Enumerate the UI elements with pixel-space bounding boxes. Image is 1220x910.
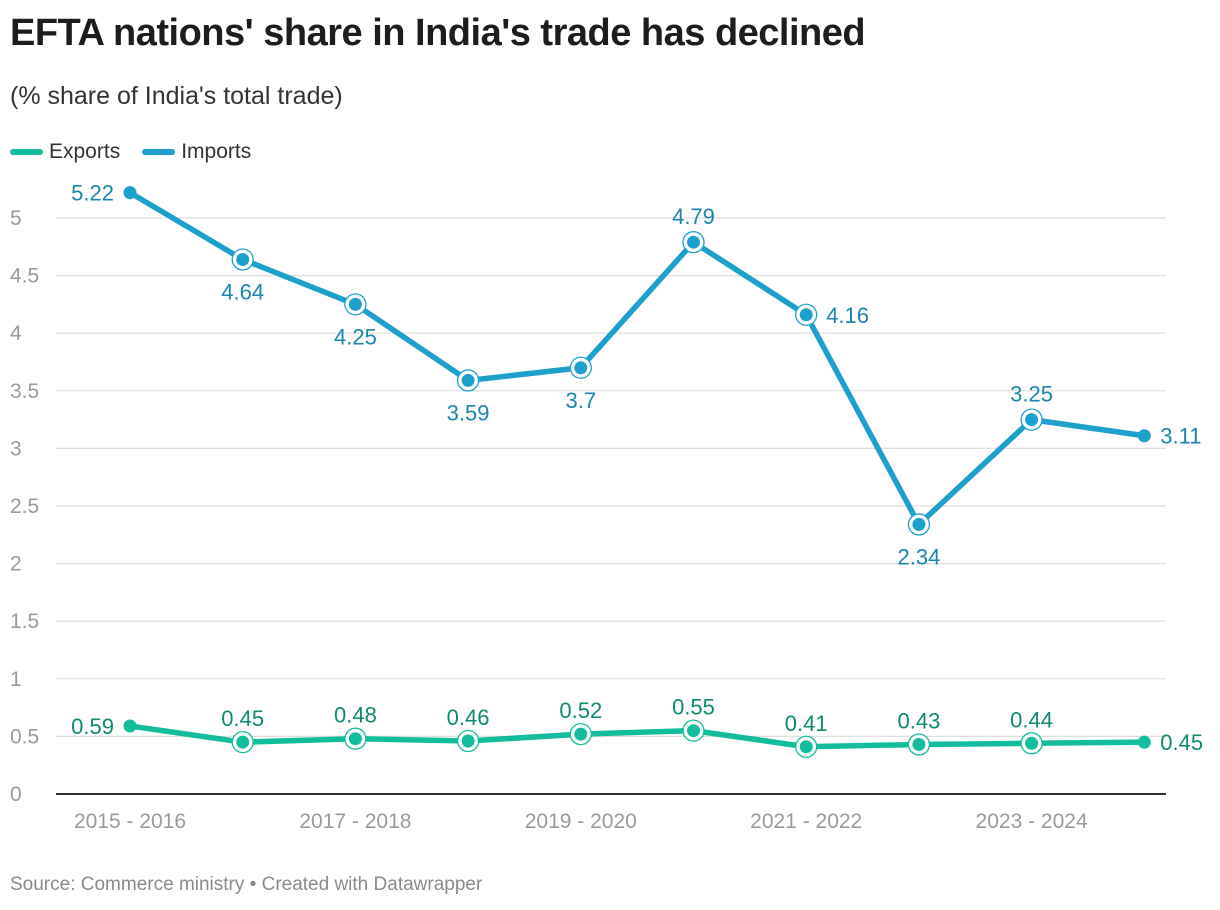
data-point-exports [461,734,475,748]
chart-subtitle: (% share of India's total trade) [10,82,343,110]
data-label-exports: 0.52 [559,698,602,723]
legend-label-exports: Exports [49,140,121,163]
data-label-imports: 3.7 [566,388,597,413]
data-point-imports [1025,413,1039,427]
series-line-imports [127,189,1148,528]
data-point-exports [236,735,250,749]
data-point-imports [687,235,700,249]
data-point-imports [236,252,250,266]
legend: Exports Imports [10,140,273,164]
y-tick-label: 1 [10,668,22,691]
data-point-exports [687,724,700,738]
data-label-imports: 4.16 [826,303,869,328]
data-point-exports [1025,736,1039,750]
data-label-exports: 0.46 [447,705,490,730]
y-tick-label: 4.5 [10,265,39,288]
data-point-exports [799,740,813,754]
data-label-imports: 3.59 [447,400,490,425]
data-label-imports: 5.22 [71,181,114,206]
series-line-exports [127,723,1148,750]
y-tick-label: 0 [10,783,22,806]
x-tick-label: 2015 - 2016 [74,810,186,833]
legend-swatch-imports [142,149,176,155]
y-tick-label: 3 [10,437,22,460]
y-tick-label: 5 [10,207,22,230]
legend-item-exports: Exports [10,140,120,164]
data-point-exports [912,737,926,751]
data-point-imports [799,308,813,322]
legend-swatch-exports [10,149,43,155]
data-label-exports: 0.43 [897,708,940,733]
x-tick-label: 2023 - 2024 [976,810,1088,833]
data-label-exports: 0.44 [1010,707,1053,732]
data-label-exports: 0.45 [221,706,264,731]
data-point-imports [461,373,475,387]
data-label-imports: 4.64 [221,279,264,304]
data-label-imports: 3.11 [1160,424,1201,449]
data-point-imports [348,297,362,311]
data-point-imports [574,361,588,375]
data-label-imports: 4.79 [672,204,715,229]
y-tick-label: 4 [10,322,22,345]
y-tick-label: 2.5 [10,495,39,518]
y-tick-label: 3.5 [10,380,39,403]
data-label-exports: 0.48 [334,703,377,728]
data-point-exports [123,719,137,733]
x-tick-label: 2017 - 2018 [299,810,411,833]
data-label-imports: 4.25 [334,324,377,349]
legend-label-imports: Imports [181,140,252,163]
data-label-exports: 0.55 [672,695,715,720]
chart-title: EFTA nations' share in India's trade has… [10,12,866,54]
data-point-exports [1137,735,1151,749]
data-point-imports [912,517,926,531]
y-tick-label: 2 [10,553,22,576]
data-point-imports [123,186,137,200]
x-tick-label: 2019 - 2020 [525,810,637,833]
data-label-imports: 2.34 [897,544,940,569]
source-note: Source: Commerce ministry • Created with… [10,874,483,895]
data-point-exports [348,732,362,746]
data-label-exports: 0.41 [785,711,828,736]
x-tick-label: 2021 - 2022 [750,810,862,833]
y-tick-label: 0.5 [10,725,39,748]
data-point-imports [1137,429,1151,443]
data-label-exports: 0.59 [71,714,114,739]
y-tick-label: 1.5 [10,610,39,633]
legend-item-imports: Imports [142,140,251,164]
data-point-exports [574,727,588,741]
data-label-exports: 0.45 [1160,730,1203,755]
data-label-imports: 3.25 [1010,382,1053,407]
